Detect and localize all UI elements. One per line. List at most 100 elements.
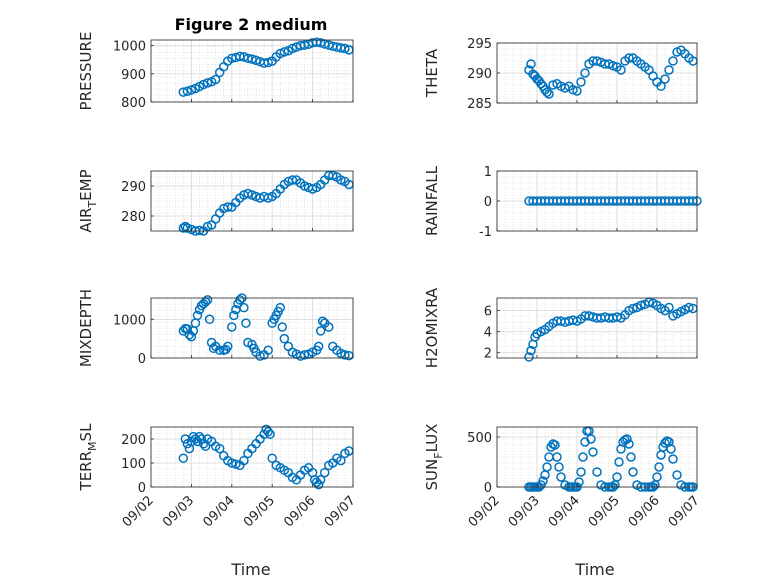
data-point [524,352,534,362]
axes-frame [150,170,354,232]
x-tick-label: 09/07 [322,493,359,530]
data-point [656,81,666,91]
y-axis-label: RAINFALL [423,165,441,236]
data-point [328,170,338,181]
data-point [214,345,225,356]
data-point [622,434,632,444]
x-tick-label: 09/04 [546,493,583,530]
subplot-sun-flux: 0 500 09/02 09/03 09/04 09/05 09/06 09/07 SUNFLU… [423,424,703,531]
data-point [299,181,310,191]
data-point [315,475,326,485]
data-point [239,302,249,313]
figure-title: Figure 2 medium [175,15,328,34]
data-point [202,295,213,305]
axes-frame [496,297,698,359]
data-point [586,434,596,444]
data-point [267,453,277,463]
data-point [287,43,298,54]
y-tick-label: 800 [121,96,146,111]
data-point [182,86,193,97]
data-point [279,47,290,57]
axes-frame [150,426,354,488]
data-point [572,86,582,96]
subplot-pressure: 800 900 1000 PRESSURE [77,32,354,111]
x-tick-label: 09/06 [626,493,663,530]
y-tick-label: 0 [484,481,492,496]
data-point [263,193,273,203]
y-tick-label: 1000 [113,313,146,328]
data-point [235,295,245,305]
data-point [664,302,674,313]
data-point [182,324,193,334]
data-point [336,175,346,185]
x-tick-label: 09/02 [466,493,503,530]
y-tick-label: 6 [484,305,492,320]
data-point [554,462,564,472]
data-point [612,472,622,482]
data-point [192,310,203,321]
data-point [654,462,664,472]
subplot-h2omixra: 2 4 6 H2OMIXRA [423,287,698,368]
data-point [660,438,670,448]
data-point [614,457,624,467]
data-point [263,345,273,356]
data-point [580,68,590,78]
y-axis-label: AIRTEMP [77,169,99,232]
data-point [319,467,330,478]
x-axis-label-right: Time [574,560,614,579]
y-tick-label: 900 [121,68,146,83]
x-tick-label: 09/05 [241,493,278,530]
data-point [568,85,578,95]
data-point [287,175,298,185]
y-tick-label: 290 [121,180,146,195]
data-point [241,318,251,328]
x-tick-label: 09/06 [281,493,318,530]
data-point [315,326,326,336]
data-point [588,447,598,457]
x-tick-label: 09/04 [201,493,238,530]
data-point [550,440,560,450]
data-point [574,477,584,487]
data-point [263,57,273,68]
data-point [684,302,694,313]
data-point [616,65,626,75]
y-tick-label: 1000 [113,40,146,55]
data-point [668,454,678,464]
data-point [592,56,602,66]
data-point [313,479,324,490]
data-point [247,54,257,64]
data-point [214,443,225,454]
subplot-rainfall: -1 0 1 RAINFALL [423,165,702,240]
data-point [664,65,674,75]
data-point [542,462,552,472]
data-point [186,85,197,95]
data-point [227,322,237,332]
data-point [277,322,288,332]
data-point [279,333,290,344]
data-point [652,472,662,482]
data-point [672,470,682,480]
x-tick-label: 09/03 [506,493,543,530]
x-tick-label: 09/02 [120,493,157,530]
y-tick-label: 295 [467,37,492,52]
data-point [592,467,602,477]
data-point [210,74,221,85]
data-point [229,310,239,321]
y-tick-label: 0 [138,481,146,496]
data-point [628,467,638,477]
data-point [275,302,286,313]
y-tick-label: 200 [121,433,146,448]
subplot-theta: 285 290 295 THETA [423,37,698,112]
y-tick-label: -1 [479,225,492,240]
data-point [223,341,233,352]
y-tick-label: 290 [467,67,492,82]
data-point [576,77,586,87]
data-point [628,303,638,314]
data-point [552,452,562,462]
data-point [666,444,676,454]
data-point [538,476,548,486]
data-point [340,350,350,360]
data-point [223,202,233,212]
data-point [624,439,634,449]
